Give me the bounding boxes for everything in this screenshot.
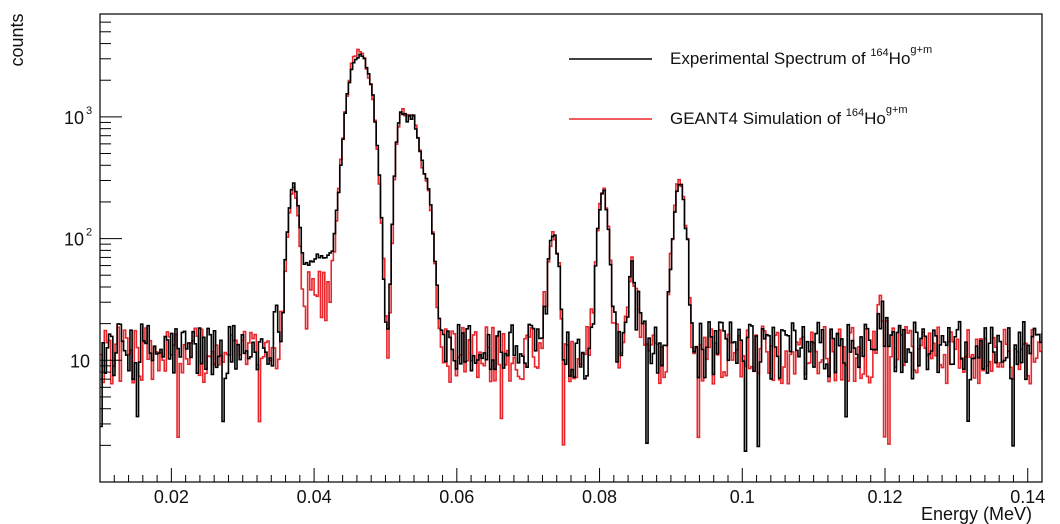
legend-entry: Experimental Spectrum of 164Hog+m [569,44,932,68]
x-tick-label: 0.08 [582,487,617,507]
x-tick-label: 0.1 [730,487,755,507]
legend-label: Experimental Spectrum of 164Hog+m [670,44,932,68]
y-tick-base: 10 [64,230,84,250]
y-tick-label: 10 2 [64,227,92,250]
y-tick-base: 10 [64,108,84,128]
x-tick-label: 0.14 [1010,487,1045,507]
legend: Experimental Spectrum of 164Hog+m GEANT4 … [569,44,932,128]
y-tick-base: 10 [70,351,90,371]
series-layer [100,48,1042,453]
x-tick-label: 0.12 [867,487,902,507]
x-axis-title: Energy (MeV) [921,504,1032,524]
y-tick-label: 10 3 [64,105,92,128]
x-tick-label: 0.02 [154,487,189,507]
x-tick-label: 0.04 [297,487,332,507]
plot-area [99,13,1043,483]
x-tick-label: 0.06 [439,487,474,507]
y-axis-title: counts [7,13,27,66]
legend-entry: GEANT4 Simulation of 164Hog+m [569,104,908,128]
y-tick-exponent: 3 [86,105,92,117]
plot-frame [99,13,1043,483]
y-tick-label: 10 [70,351,90,371]
series-line-experimental [100,53,1042,453]
legend-label: GEANT4 Simulation of 164Hog+m [670,104,908,128]
y-tick-exponent: 2 [86,227,92,239]
x-axis: 0.02 0.04 0.06 0.08 0.1 0.12 0.14 [99,468,1045,507]
